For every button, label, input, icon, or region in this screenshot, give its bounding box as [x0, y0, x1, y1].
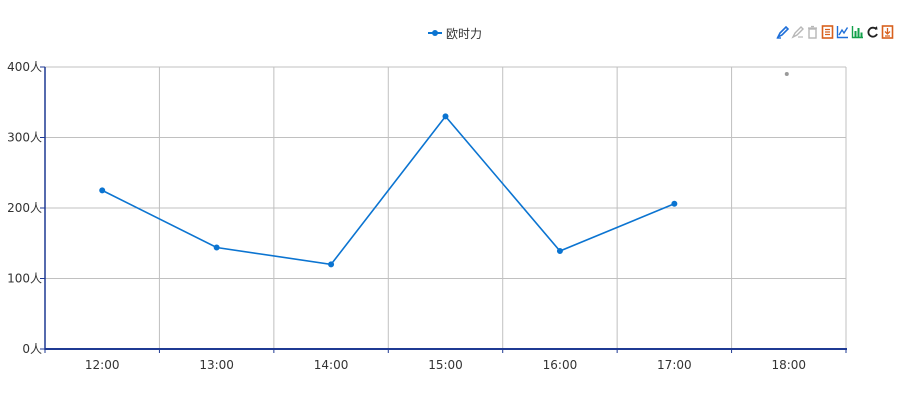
restore-icon[interactable] [866, 24, 879, 40]
x-tick-label: 14:00 [314, 358, 349, 372]
data-point[interactable] [328, 261, 335, 268]
bar-chart-icon[interactable] [851, 24, 864, 40]
y-tick-label: 0人 [22, 342, 42, 356]
y-tick-label: 100人 [7, 272, 42, 286]
x-tick-label: 17:00 [657, 358, 692, 372]
clear-mark-icon[interactable] [806, 24, 819, 40]
x-tick-label: 15:00 [428, 358, 463, 372]
legend-label: 欧时力 [446, 26, 483, 41]
y-tick-label: 300人 [7, 131, 42, 145]
data-point[interactable] [671, 200, 678, 207]
series-line [101, 115, 675, 266]
y-tick-label: 200人 [7, 201, 42, 215]
data-point[interactable] [99, 187, 106, 194]
x-tick-label: 16:00 [543, 358, 578, 372]
mark-pen-icon[interactable] [776, 24, 789, 40]
data-point[interactable] [556, 248, 563, 255]
line-chart-icon[interactable] [836, 24, 849, 40]
x-tick-label: 13:00 [199, 358, 234, 372]
decorative-dot [784, 72, 789, 76]
y-tick-label: 400人 [7, 60, 42, 74]
save-image-icon[interactable] [881, 24, 894, 40]
legend-item[interactable]: 欧时力 [428, 24, 482, 42]
legend-line-marker-icon [428, 28, 442, 38]
data-point[interactable] [442, 113, 449, 120]
toolbox [776, 24, 894, 40]
undo-mark-icon[interactable] [791, 24, 804, 40]
x-tick-label: 18:00 [771, 358, 806, 372]
data-point[interactable] [213, 244, 220, 251]
x-tick-label: 12:00 [85, 358, 120, 372]
data-view-icon[interactable] [821, 24, 834, 40]
